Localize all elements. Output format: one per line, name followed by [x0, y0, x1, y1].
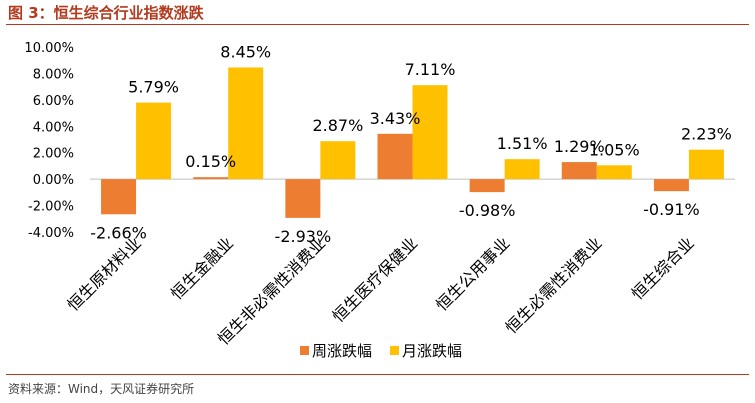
data-label: 1.05% [589, 140, 640, 159]
data-label: -2.66% [90, 223, 147, 242]
data-label: 2.23% [681, 125, 732, 144]
y-axis-tick-labels: 10.00% 8.00% 6.00% 4.00% 2.00% 0.00% -2.00% -4.… [24, 41, 74, 241]
bar-chart: 10.00% 8.00% 6.00% 4.00% 2.00% 0.00% -2.00% -4.… [24, 41, 735, 360]
legend-label: 周涨跌幅 [312, 342, 372, 360]
bar-weekly [193, 177, 229, 180]
y-tick-label: -4.00% [28, 226, 74, 241]
data-label: 1.29% [554, 137, 605, 156]
y-tick-label: 10.00% [24, 41, 74, 56]
y-tick-label: 0.00% [33, 173, 74, 188]
data-labels: -2.66% 5.79% 0.15% 8.45% -2.93% 2.87% 3.43% 7.1… [90, 42, 732, 245]
y-tick-label: 6.00% [33, 94, 74, 109]
data-label: -0.91% [643, 200, 700, 219]
category-label: 恒生医疗保健业 [329, 233, 422, 326]
y-tick-label: 2.00% [33, 147, 74, 162]
bar-weekly [653, 179, 689, 192]
bar-monthly [136, 102, 172, 180]
y-tick-label: 8.00% [33, 67, 74, 82]
source-note: 资料来源：Wind，天风证券研究所 [8, 382, 195, 396]
bar-monthly [504, 159, 540, 180]
legend-swatch [300, 346, 309, 355]
category-label: 恒生金融业 [167, 233, 237, 303]
legend: 周涨跌幅 月涨跌幅 [300, 342, 462, 360]
category-label: 恒生公用事业 [432, 233, 513, 314]
data-label: 8.45% [220, 42, 271, 61]
data-label: 0.15% [185, 152, 236, 171]
bar-monthly [688, 149, 724, 180]
bar-weekly [561, 162, 597, 180]
title-rule [6, 24, 749, 25]
bar-weekly [377, 133, 413, 180]
data-label: 3.43% [370, 109, 421, 128]
bar-monthly [596, 165, 632, 180]
data-label: 1.51% [497, 134, 548, 153]
category-label: 恒生综合业 [628, 233, 698, 303]
figure-title: 图 3：恒生综合行业指数涨跌 [8, 4, 204, 22]
data-label: -2.93% [275, 227, 332, 246]
data-label: -0.98% [459, 201, 516, 220]
bar-weekly [285, 179, 321, 218]
bar-monthly [412, 85, 448, 180]
bar-monthly [320, 141, 356, 180]
y-tick-label: 4.00% [33, 120, 74, 135]
y-tick-label: -2.00% [28, 200, 74, 215]
category-label: 恒生原材料业 [64, 233, 145, 314]
bar-weekly [469, 179, 505, 193]
data-label: 2.87% [312, 116, 363, 135]
legend-swatch [390, 346, 399, 355]
bars [101, 67, 724, 218]
bar-monthly [228, 67, 264, 180]
data-label: 7.11% [405, 60, 456, 79]
legend-label: 月涨跌幅 [402, 342, 462, 360]
category-label: 恒生必需性消费业 [502, 233, 606, 337]
source-rule [6, 374, 749, 375]
bar-weekly [101, 179, 137, 215]
data-label: 5.79% [128, 78, 179, 97]
